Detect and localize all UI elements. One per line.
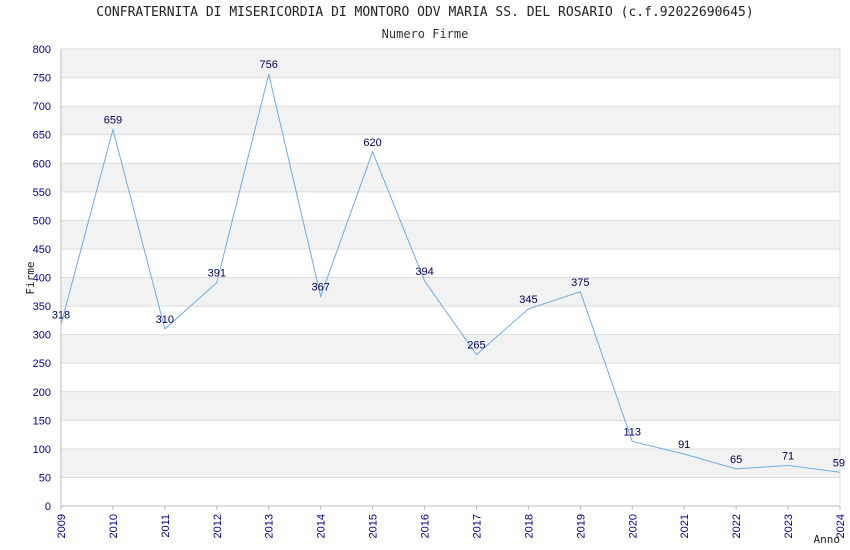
series-line-group [60,74,841,473]
grid-band [61,163,840,192]
x-tick-label: 2023 [783,514,795,538]
data-label: 345 [519,294,537,306]
data-label: 113 [623,426,641,438]
x-tick-label: 2011 [160,514,172,538]
background-bands [61,49,840,478]
grid-band [61,277,840,307]
axes [60,49,840,507]
y-tick-label: 50 [39,472,51,484]
y-tick-label: 450 [33,244,51,256]
grid-band [61,106,840,135]
y-tick-label: 350 [33,301,51,313]
x-tick-label: 2022 [731,514,743,538]
grid-band [61,49,840,78]
data-label: 756 [260,59,278,71]
data-label: 659 [104,115,122,127]
y-tick-label: 750 [33,73,51,85]
grid-band [61,448,840,478]
data-label: 91 [678,439,690,451]
data-label: 375 [571,277,589,289]
x-tick-label: 2010 [108,514,120,538]
gridlines [61,48,841,507]
data-label: 265 [467,340,485,352]
x-tick-label: 2013 [264,514,276,538]
x-tick-label: 2017 [471,514,483,538]
grid-band [61,334,840,364]
data-label: 59 [833,457,845,469]
y-tick-label: 550 [33,187,51,199]
y-tick-label: 300 [33,330,51,342]
y-tick-label: 0 [45,501,51,513]
y-tick-label: 150 [33,415,51,427]
x-tick-label: 2009 [56,514,68,538]
data-label: 65 [730,454,742,466]
data-label: 391 [208,268,226,280]
y-tick-label: 100 [33,444,51,456]
x-tick-label: 2015 [368,514,380,538]
x-tick-label: 2019 [575,514,587,538]
x-tick-labels: 2009 2010 2011 2012 2013 2014 2015 2016 2017 2018… [56,506,847,538]
y-tick-label: 700 [33,101,51,113]
chart-title: CONFRATERNITA DI MISERICORDIA DI MONTORO… [96,5,754,20]
data-label: 71 [782,450,794,462]
y-tick-label: 200 [33,387,51,399]
data-label: 318 [52,309,70,321]
series-line [60,74,841,473]
data-label: 310 [156,314,174,326]
y-tick-label: 400 [33,273,51,285]
grid-band [61,391,840,421]
grid-band [61,220,840,249]
x-tick-label: 2012 [212,514,224,538]
y-tick-labels: 0 50 100 150 200 250 300 350 400 450 500 550 600 650 7… [33,44,51,513]
y-tick-label: 800 [33,44,51,56]
x-tick-label: 2024 [835,514,847,538]
x-tick-label: 2014 [316,514,328,538]
data-label: 620 [363,137,381,149]
x-axis-title: Anno [814,533,841,546]
x-tick-label: 2020 [627,514,639,538]
chart-subtitle: Numero Firme [381,27,469,41]
y-tick-label: 650 [33,130,51,142]
data-label: 367 [311,281,329,293]
x-tick-label: 2021 [679,514,691,538]
x-tick-label: 2018 [523,514,535,538]
y-tick-label: 600 [33,158,51,170]
y-tick-label: 250 [33,358,51,370]
y-axis-title: Firme [24,261,37,294]
y-tick-label: 500 [33,215,51,227]
data-label: 394 [415,266,433,278]
data-labels: 318 659 310 391 756 367 620 394 265 345 375 113 91 65… [52,59,845,469]
x-tick-label: 2016 [420,514,432,538]
